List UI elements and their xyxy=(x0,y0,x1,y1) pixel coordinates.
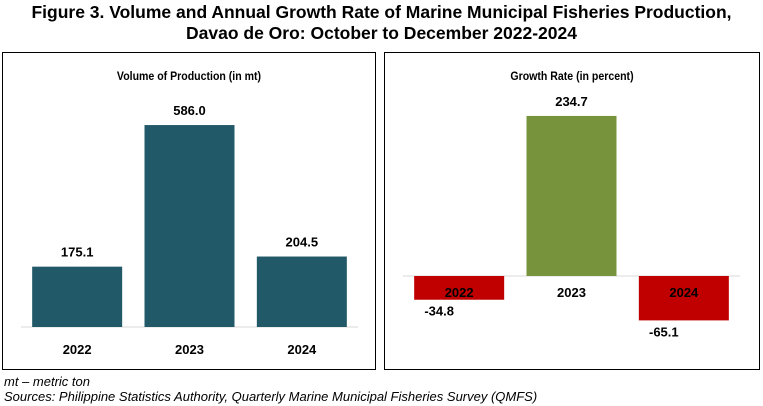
growth-tick-label-2023: 2023 xyxy=(557,285,586,300)
growth-bar-2023 xyxy=(526,115,617,276)
volume-bar-2024 xyxy=(256,256,347,327)
volume-tick-label-2024: 2024 xyxy=(287,342,317,357)
growth-bar-chart: -34.8 2022 234.7 2023 -65.1 2024 xyxy=(403,94,740,339)
figure-title-line-1: Figure 3. Volume and Annual Growth Rate … xyxy=(31,2,732,22)
volume-tick-label-2023: 2023 xyxy=(175,342,204,357)
growth-data-label-2024: -65.1 xyxy=(649,324,679,339)
volume-tick-label-2022: 2022 xyxy=(63,342,92,357)
growth-bar-2022 xyxy=(414,276,505,300)
volume-chart-title: Volume of Production (in mt) xyxy=(116,69,262,83)
source-note: Sources: Philippine Statistics Authority… xyxy=(4,389,538,404)
growth-chart-panel: Growth Rate (in percent) -34.8 2022 234.7 2… xyxy=(384,52,760,370)
figure-title-line-2: Davao de Oro: October to December 2022-2… xyxy=(186,23,577,43)
growth-data-label-2023: 234.7 xyxy=(555,94,588,109)
volume-chart-panel: Volume of Production (in mt) 175.1 2022 58… xyxy=(2,52,376,370)
volume-data-label-2024: 204.5 xyxy=(286,235,319,250)
volume-data-label-2023: 586.0 xyxy=(173,103,206,118)
volume-bar-chart: 175.1 2022 586.0 2023 204.5 2024 xyxy=(21,103,358,357)
units-note: mt – metric ton xyxy=(4,374,90,389)
volume-bar-2023 xyxy=(144,125,235,327)
growth-tick-label-2022: 2022 xyxy=(445,285,474,300)
growth-bar-2024 xyxy=(638,276,729,321)
figure-title: Figure 3. Volume and Annual Growth Rate … xyxy=(0,2,763,44)
growth-tick-label-2024: 2024 xyxy=(669,285,699,300)
growth-data-label-2022: -34.8 xyxy=(424,304,454,319)
growth-chart-title: Growth Rate (in percent) xyxy=(510,69,634,83)
volume-data-label-2022: 175.1 xyxy=(61,245,94,260)
volume-bar-2022 xyxy=(32,266,123,327)
